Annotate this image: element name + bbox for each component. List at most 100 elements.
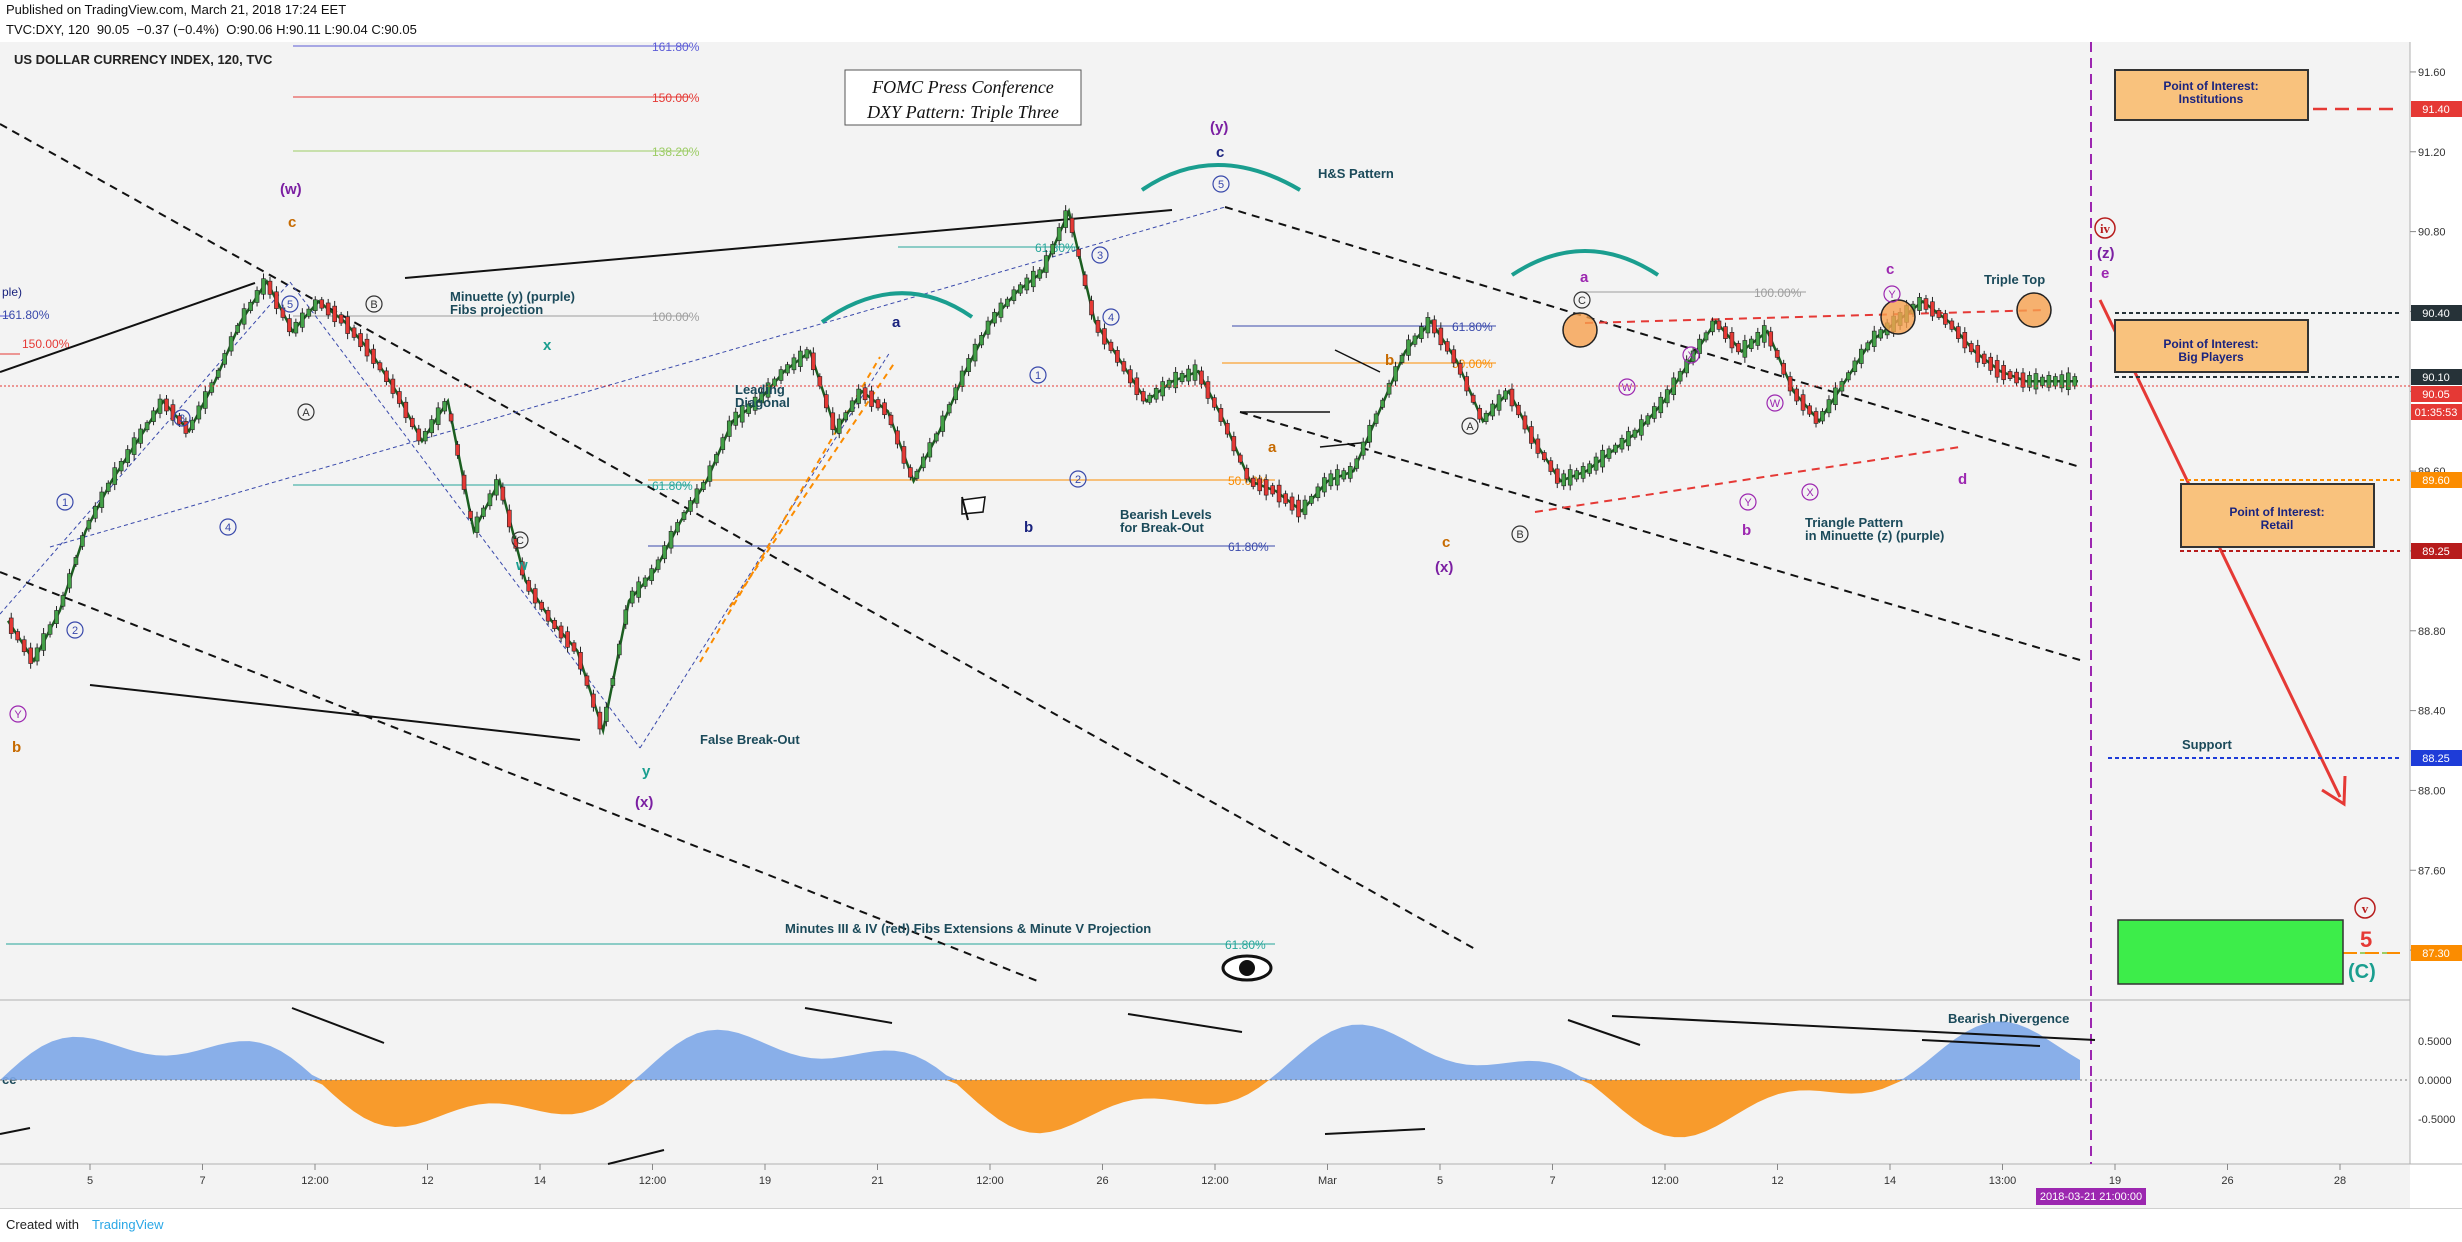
wave-circle — [1801, 483, 1819, 501]
candle-body — [1930, 301, 1935, 317]
candle-body — [1419, 326, 1424, 339]
candle-body — [500, 486, 506, 501]
candle-body — [726, 420, 732, 437]
poi-big-players-box[interactable]: Point of Interest: Big Players — [2114, 319, 2309, 373]
candle-body — [1606, 448, 1612, 459]
candle-body — [571, 642, 577, 652]
candle-body — [668, 531, 674, 549]
wave-circle-label: X — [1806, 487, 1814, 499]
candle-body — [733, 411, 739, 426]
candle-body — [2020, 372, 2026, 388]
candle-body — [21, 639, 27, 653]
candle-body — [1917, 297, 1922, 311]
candle-body — [1347, 466, 1353, 479]
target-zone-box — [2117, 919, 2344, 985]
candle-body — [1322, 477, 1327, 493]
candle-body — [1399, 354, 1405, 363]
candle-body — [532, 588, 538, 604]
price-tick-label: 91.20 — [2418, 147, 2446, 159]
candle-body — [914, 470, 920, 479]
candle-body — [1315, 486, 1321, 499]
candle-body — [1063, 210, 1068, 228]
candle-body — [1820, 411, 1825, 422]
candle-body — [1153, 388, 1159, 400]
fib-label-161: 161.80% — [652, 42, 700, 54]
candle-body — [1444, 341, 1450, 352]
wave-circle-label: Y — [1888, 289, 1896, 301]
candle-body — [1871, 330, 1877, 347]
svg-text:Big Players: Big Players — [2178, 350, 2244, 364]
candle-body — [455, 444, 460, 456]
wave-circle — [1461, 417, 1479, 435]
candle-body — [836, 418, 842, 434]
candle-body — [895, 430, 900, 445]
candle-body — [862, 387, 868, 401]
candle-body — [416, 428, 422, 442]
svg-text:DXY Pattern: Triple Three: DXY Pattern: Triple Three — [866, 102, 1059, 122]
candle-body — [1807, 405, 1812, 415]
candle-body — [739, 405, 745, 423]
candle-body — [338, 314, 344, 324]
candle-body — [1535, 438, 1541, 454]
candle-body — [1626, 431, 1631, 447]
candle-body — [222, 353, 228, 365]
candle-body — [714, 454, 719, 464]
price-label-text: 90.40 — [2422, 308, 2450, 320]
wave-circle — [1069, 470, 1087, 488]
candle-body — [1302, 499, 1308, 515]
price-label-text: 89.25 — [2422, 546, 2450, 558]
candle-body — [1554, 468, 1560, 484]
candle-body — [468, 510, 473, 519]
poi-retail-box[interactable]: Point of Interest: Retail — [2180, 483, 2375, 548]
wave-e: e — [2101, 265, 2109, 282]
candle-body — [1697, 338, 1702, 354]
candle-body — [610, 678, 616, 686]
trendlines — [0, 123, 2081, 983]
fib-label-right-618: 61.80% — [1452, 320, 1493, 334]
candle-body — [1212, 397, 1217, 408]
candle-body — [856, 388, 861, 404]
candle-body — [377, 362, 383, 371]
price-tick-label: 91.60 — [2418, 67, 2446, 79]
candle-body — [371, 348, 376, 364]
candle-body — [565, 631, 570, 648]
left-fib-cut: ple) — [2, 285, 22, 299]
candle-body — [170, 404, 176, 421]
candle-body — [1548, 460, 1554, 472]
wave-c-3: c — [1442, 534, 1450, 551]
chart-header: Published on TradingView.com, March 21, … — [0, 0, 2462, 42]
candle-body — [1328, 473, 1334, 487]
candle-body — [1658, 396, 1664, 414]
time-tick-label: 12:00 — [301, 1175, 329, 1187]
candle-body — [241, 308, 247, 325]
candle-body — [442, 401, 447, 412]
bearish-levels-1: Bearish Levels — [1120, 507, 1212, 522]
wave-circle-label: 1 — [62, 497, 68, 509]
time-axis[interactable]: 5 7 12:00 12 14 12:00 19 21 12:00 26 12:00 Mar 5 7 12:… — [87, 1164, 2346, 1187]
candle-body — [267, 280, 273, 295]
poi-institutions-box[interactable]: Point of Interest: Institutions — [2114, 69, 2309, 121]
candle-body — [312, 299, 318, 311]
wave-circle — [1618, 378, 1636, 396]
price-label-text: 90.05 — [2422, 389, 2450, 401]
time-tick-label: 14 — [1884, 1175, 1896, 1187]
bearish-levels-2: for Break-Out — [1120, 520, 1204, 535]
divergence-lines — [0, 1007, 2096, 1165]
candle-body — [422, 431, 428, 442]
wave-circle-label: X — [1687, 350, 1695, 362]
candle-body — [1276, 484, 1282, 503]
minuette-label-2: Fibs projection — [450, 302, 543, 317]
candle-body — [629, 590, 635, 604]
candle-body — [1645, 415, 1651, 425]
candle-body — [1483, 412, 1489, 422]
price-chart[interactable]: US DOLLAR CURRENCY INDEX, 120, TVC 91.60… — [0, 42, 2462, 1208]
candle-body — [539, 601, 544, 610]
wave-c-4: c — [1886, 261, 1894, 278]
fib-label-618: 61.80% — [652, 479, 693, 493]
candle-body — [1199, 370, 1204, 385]
candle-body — [1677, 371, 1683, 382]
tradingview-link[interactable]: TradingView — [92, 1217, 164, 1232]
candle-body — [933, 433, 939, 442]
symbol[interactable]: TVC:DXY, 120 — [6, 22, 90, 37]
price-label-box — [2411, 472, 2462, 488]
